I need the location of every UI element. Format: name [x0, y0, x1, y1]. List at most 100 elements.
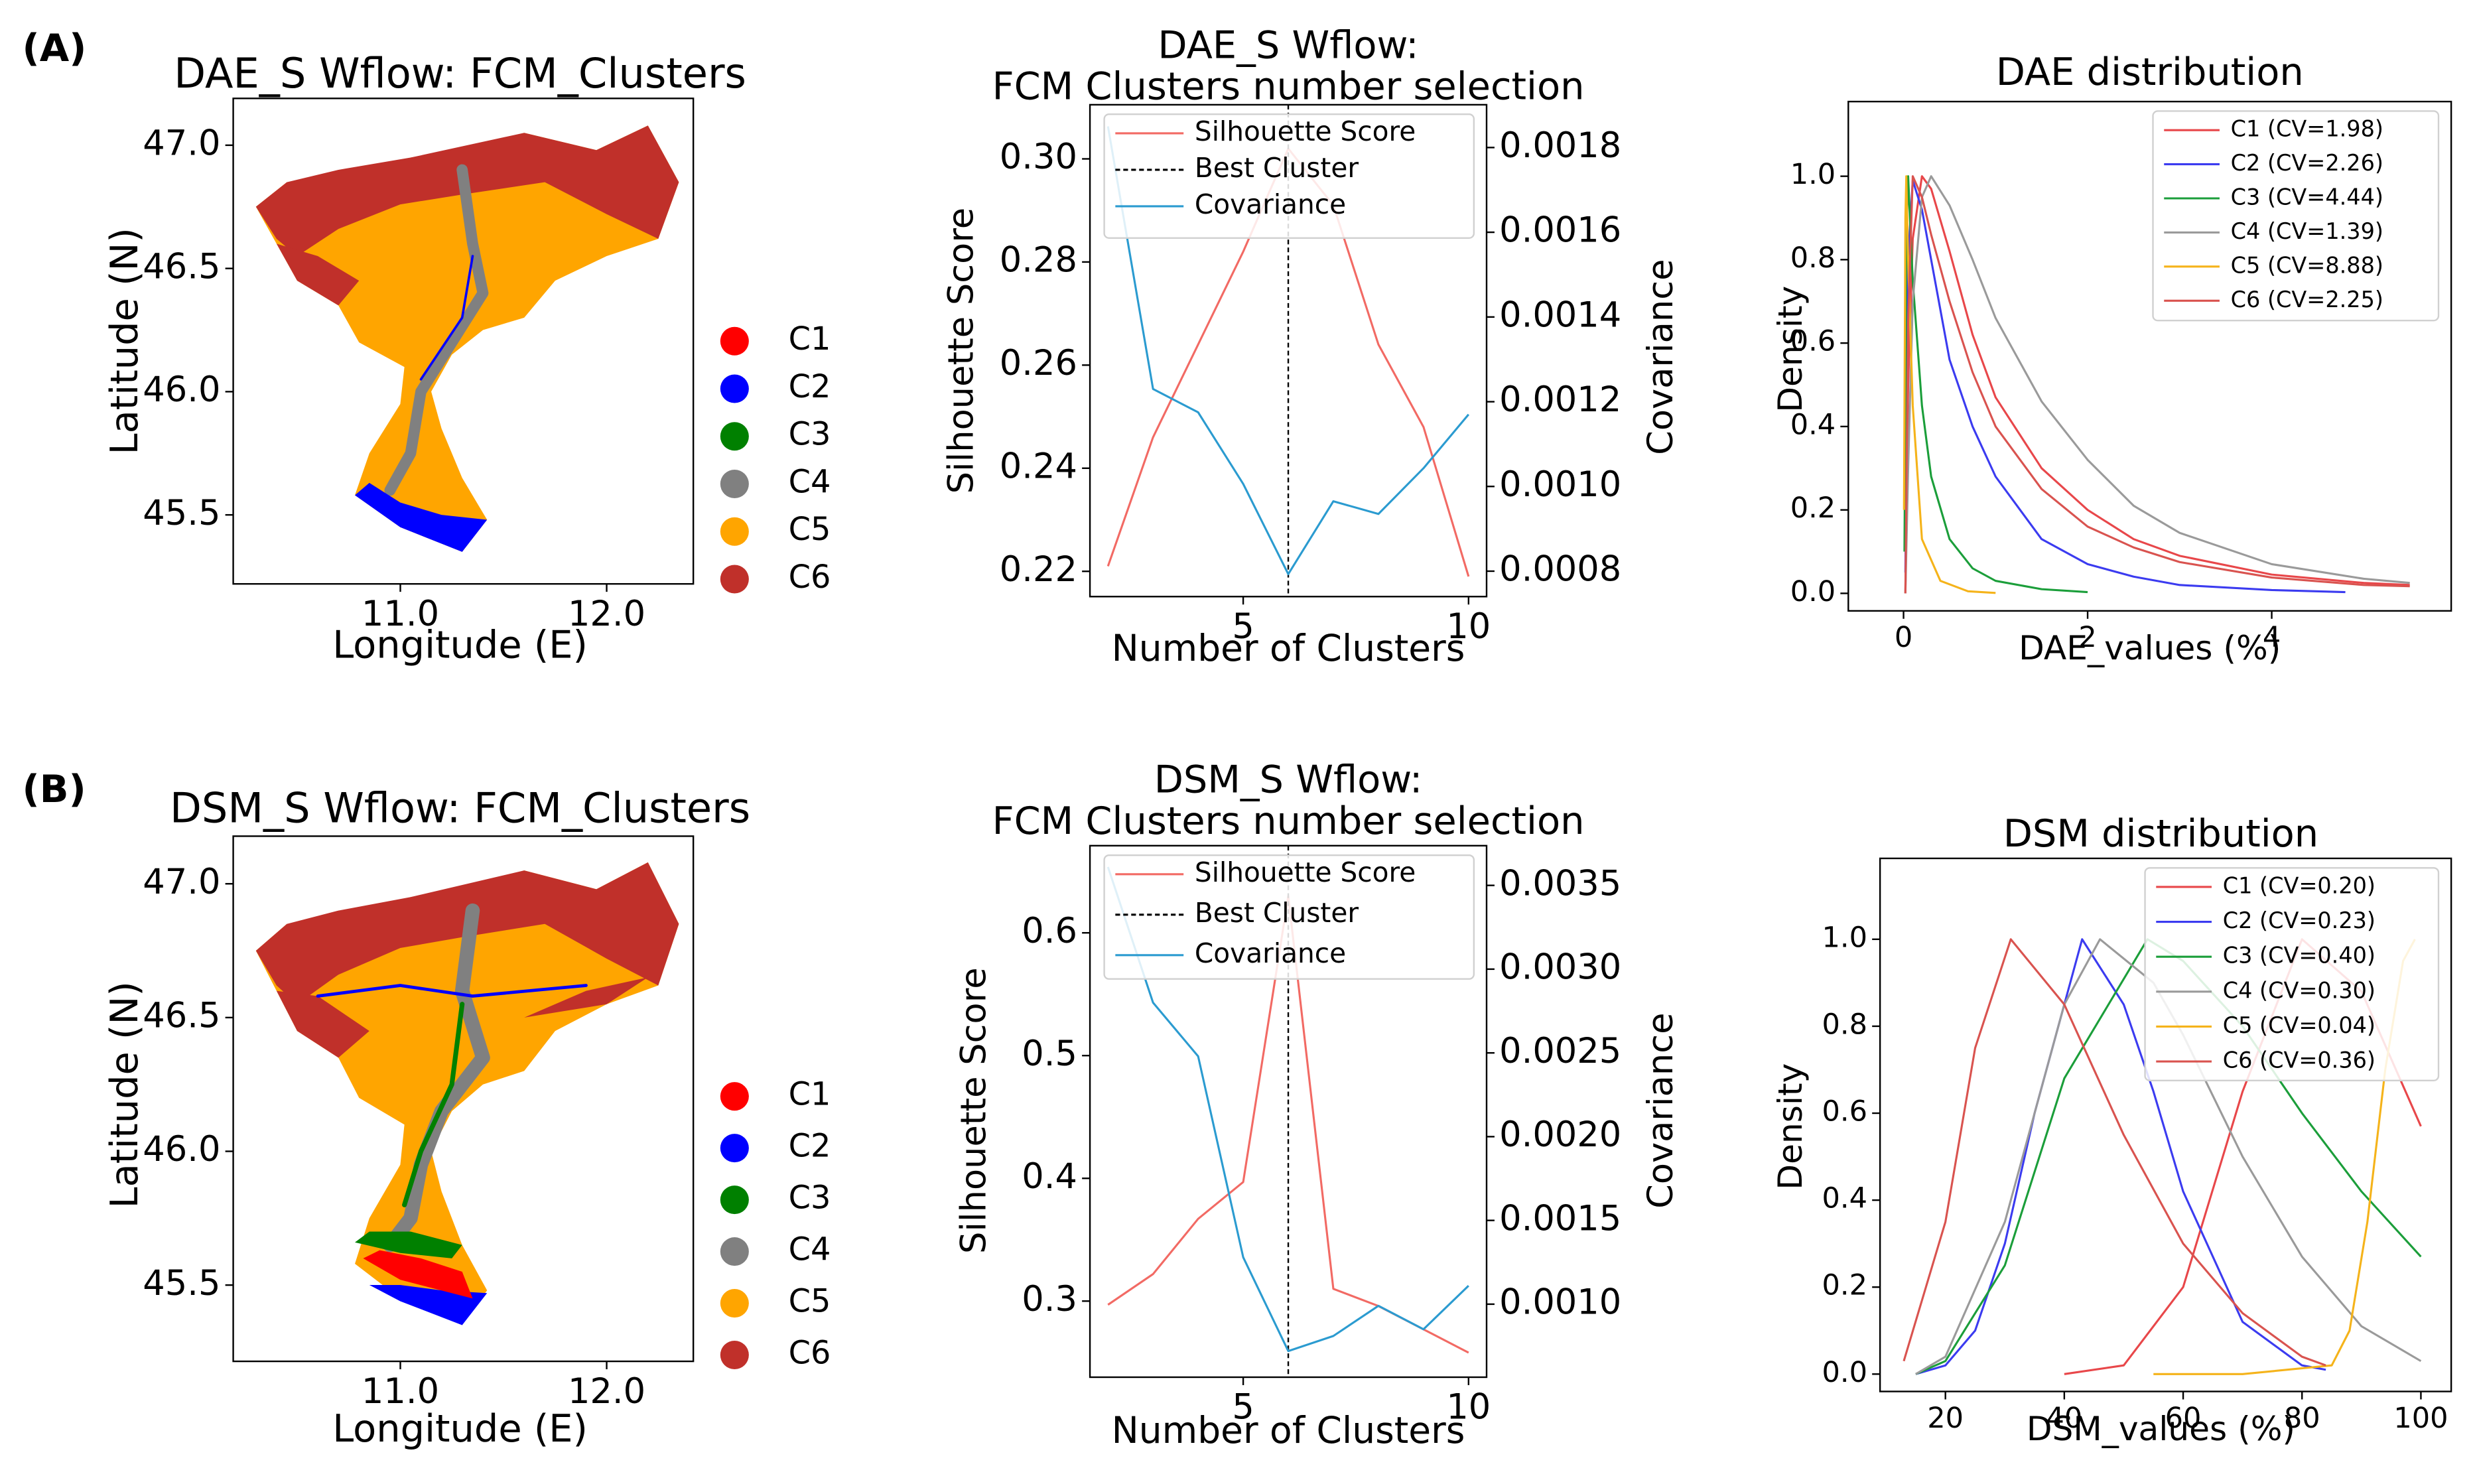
map-region [355, 1231, 462, 1258]
data-line [1903, 938, 2326, 1367]
legend-marker [720, 1289, 749, 1318]
y2-tick-label: 0.0010 [1499, 1282, 1621, 1323]
axes-frame [1089, 103, 1488, 598]
y2-tick-label: 0.0008 [1499, 549, 1621, 590]
legend-label: C6 [789, 1335, 831, 1372]
legend-label: C4 [789, 464, 831, 500]
panel: DSM distribution DSM_values (%) Density C1 … [1771, 811, 2452, 1448]
panel: DSM_S Wflow: FCM_Clusters Longitude (E) La… [102, 783, 831, 1451]
y-tick-label: 0.3 [1022, 1279, 1077, 1319]
plot-area [255, 125, 679, 552]
data-line [1106, 866, 1469, 1353]
legend-label: Best Cluster [1195, 897, 1359, 929]
chart-title: DAE_S Wflow: [1158, 23, 1418, 67]
axes-frame [1089, 844, 1488, 1379]
x-axis-label: Longitude (E) [332, 1406, 588, 1451]
map-region [276, 243, 360, 306]
data-line [1915, 938, 2326, 1375]
x-tick-label: 12.0 [568, 594, 645, 634]
legend-marker [720, 1134, 749, 1163]
map-region [355, 482, 488, 552]
x-tick-label: 5 [1232, 1387, 1254, 1428]
chart-title: DAE_S Wflow: FCM_Clusters [174, 49, 746, 98]
panel-label: (B) [22, 767, 86, 811]
y-tick-label: 0.26 [1000, 343, 1077, 383]
legend-label: C6 [789, 559, 831, 596]
data-line [1904, 179, 2346, 594]
y-tick-label: 45.5 [143, 1263, 220, 1304]
data-line [1903, 175, 1996, 594]
axes-frame [232, 98, 695, 585]
map-region [316, 984, 588, 998]
legend-marker [720, 469, 749, 499]
map-region [276, 990, 369, 1058]
x-axis-label: Number of Clusters [1112, 1409, 1465, 1451]
legend-label: C1 [789, 321, 831, 358]
legend-box [2152, 110, 2440, 322]
panel: DSM_S Wflow:FCM Clusters number selectio… [954, 758, 1682, 1451]
y2-axis-label: Covariance [1640, 259, 1681, 454]
y2-tick-label: 0.0018 [1499, 125, 1621, 166]
y-tick-label: 0.0 [1790, 575, 1836, 608]
legend-marker [720, 1082, 749, 1111]
y-axis-label: Latitude (N) [102, 981, 147, 1208]
legend-box [1103, 113, 1475, 239]
axes-frame [1847, 100, 2452, 612]
y-tick-label: 0.24 [1000, 446, 1077, 486]
legend-marker [720, 374, 749, 403]
y-tick-label: 47.0 [143, 123, 220, 164]
map-region [255, 862, 679, 1325]
y-tick-label: 46.5 [143, 246, 220, 287]
y-tick-label: 0.8 [1790, 241, 1836, 275]
legend-label: C2 [789, 369, 831, 405]
legend-label: Covariance [1195, 188, 1346, 220]
legend-label: C1 (CV=1.98) [2231, 116, 2383, 142]
y2-tick-label: 0.0010 [1499, 464, 1621, 505]
legend-label: C6 (CV=0.36) [2223, 1047, 2375, 1073]
legend-label: C6 (CV=2.25) [2231, 287, 2383, 312]
y-tick-label: 0.2 [1790, 492, 1836, 525]
legend-marker [720, 517, 749, 546]
legend-marker [720, 1237, 749, 1266]
map-region [402, 1002, 465, 1207]
legend-marker [720, 1340, 749, 1370]
y-axis-label: Density [1771, 1063, 1810, 1190]
legend-label: C1 [789, 1077, 831, 1113]
legend-label: C4 (CV=1.39) [2231, 218, 2383, 244]
x-tick-label: 0 [1895, 621, 1912, 654]
y-tick-label: 0.5 [1022, 1034, 1077, 1074]
legend-label: C3 [789, 1180, 831, 1217]
legend-label: C1 (CV=0.20) [2223, 872, 2375, 898]
y-tick-label: 0.30 [1000, 137, 1077, 177]
y-tick-label: 45.5 [143, 493, 220, 533]
data-line [1106, 126, 1470, 576]
y-axis-label: Silhouette Score [941, 208, 981, 494]
legend-label: C5 (CV=0.04) [2223, 1012, 2375, 1038]
legend-label: C2 [789, 1128, 831, 1165]
y2-tick-label: 0.0014 [1499, 295, 1621, 335]
legend-label: Covariance [1195, 937, 1346, 969]
y-tick-label: 46.0 [143, 370, 220, 410]
y-tick-label: 1.0 [1790, 158, 1836, 191]
chart-title: FCM Clusters number selection [992, 64, 1585, 109]
chart-title: DSM_S Wflow: FCM_Clusters [170, 783, 750, 832]
y-tick-label: 0.4 [1822, 1182, 1867, 1215]
y2-tick-label: 0.0012 [1499, 379, 1621, 420]
data-line [1904, 175, 2410, 594]
y-tick-label: 0.6 [1022, 911, 1077, 951]
y-tick-label: 0.6 [1822, 1095, 1867, 1128]
axes-frame [232, 835, 695, 1363]
chart-title: DSM distribution [2003, 811, 2318, 856]
legend-label: C2 (CV=2.26) [2231, 150, 2383, 176]
legend-label: Best Cluster [1195, 152, 1359, 184]
y-tick-label: 0.4 [1022, 1156, 1077, 1197]
y-tick-label: 1.0 [1822, 921, 1867, 954]
legend-label: C4 [789, 1232, 831, 1268]
legend-label: Silhouette Score [1195, 856, 1416, 888]
y-tick-label: 0.2 [1822, 1269, 1867, 1302]
legend-label: C3 (CV=0.40) [2223, 943, 2375, 969]
map-region [384, 164, 489, 496]
legend-label: C2 (CV=0.23) [2223, 908, 2375, 933]
legend-label: C5 [789, 511, 831, 548]
